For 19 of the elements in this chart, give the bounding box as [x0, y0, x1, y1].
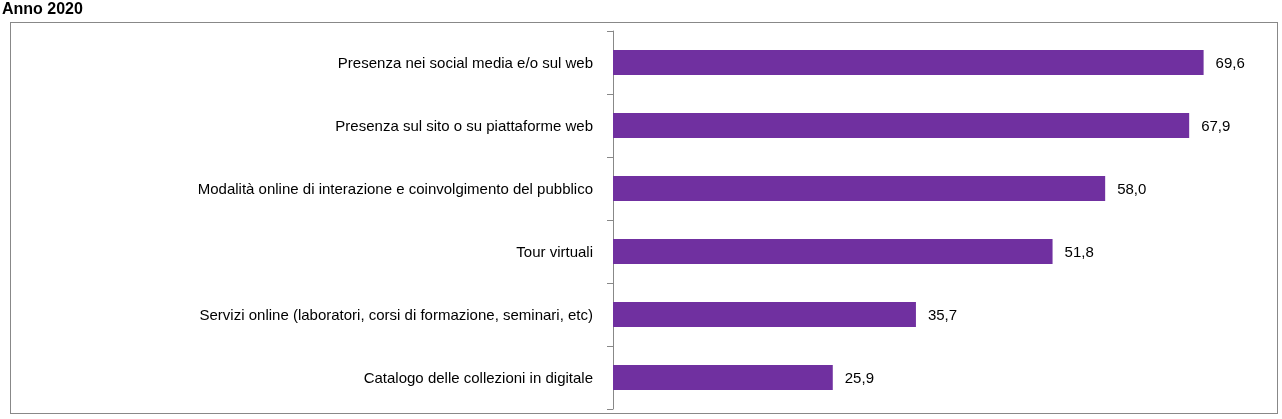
bar: [613, 365, 833, 390]
y-tick-label: Presenza sul sito o su piattaforme web: [335, 117, 593, 134]
y-tick-label: Tour virtuali: [516, 243, 593, 260]
bar: [613, 176, 1106, 201]
data-label: 35,7: [927, 306, 958, 323]
bar: [613, 239, 1053, 264]
data-label: 58,0: [1117, 180, 1147, 197]
bar: [613, 50, 1204, 75]
bar: [613, 302, 916, 327]
bar: [613, 113, 1190, 138]
y-tick-label: Catalogo delle collezioni in digitale: [363, 369, 593, 386]
data-label: 51,8: [1064, 243, 1094, 260]
y-tick-label: Servizi online (laboratori, corsi di formazione, seminari, etc): [199, 306, 593, 323]
text: Anno 2020: [2, 0, 83, 18]
y-tick-label: Modalità online di interazione e coinvolgimento del pubblico: [197, 180, 593, 197]
y-tick-label: Presenza nei social media e/o sul web: [337, 54, 593, 71]
data-label: 69,6: [1215, 54, 1245, 71]
data-label: 67,9: [1201, 117, 1231, 134]
data-label: 25,9: [844, 369, 874, 386]
